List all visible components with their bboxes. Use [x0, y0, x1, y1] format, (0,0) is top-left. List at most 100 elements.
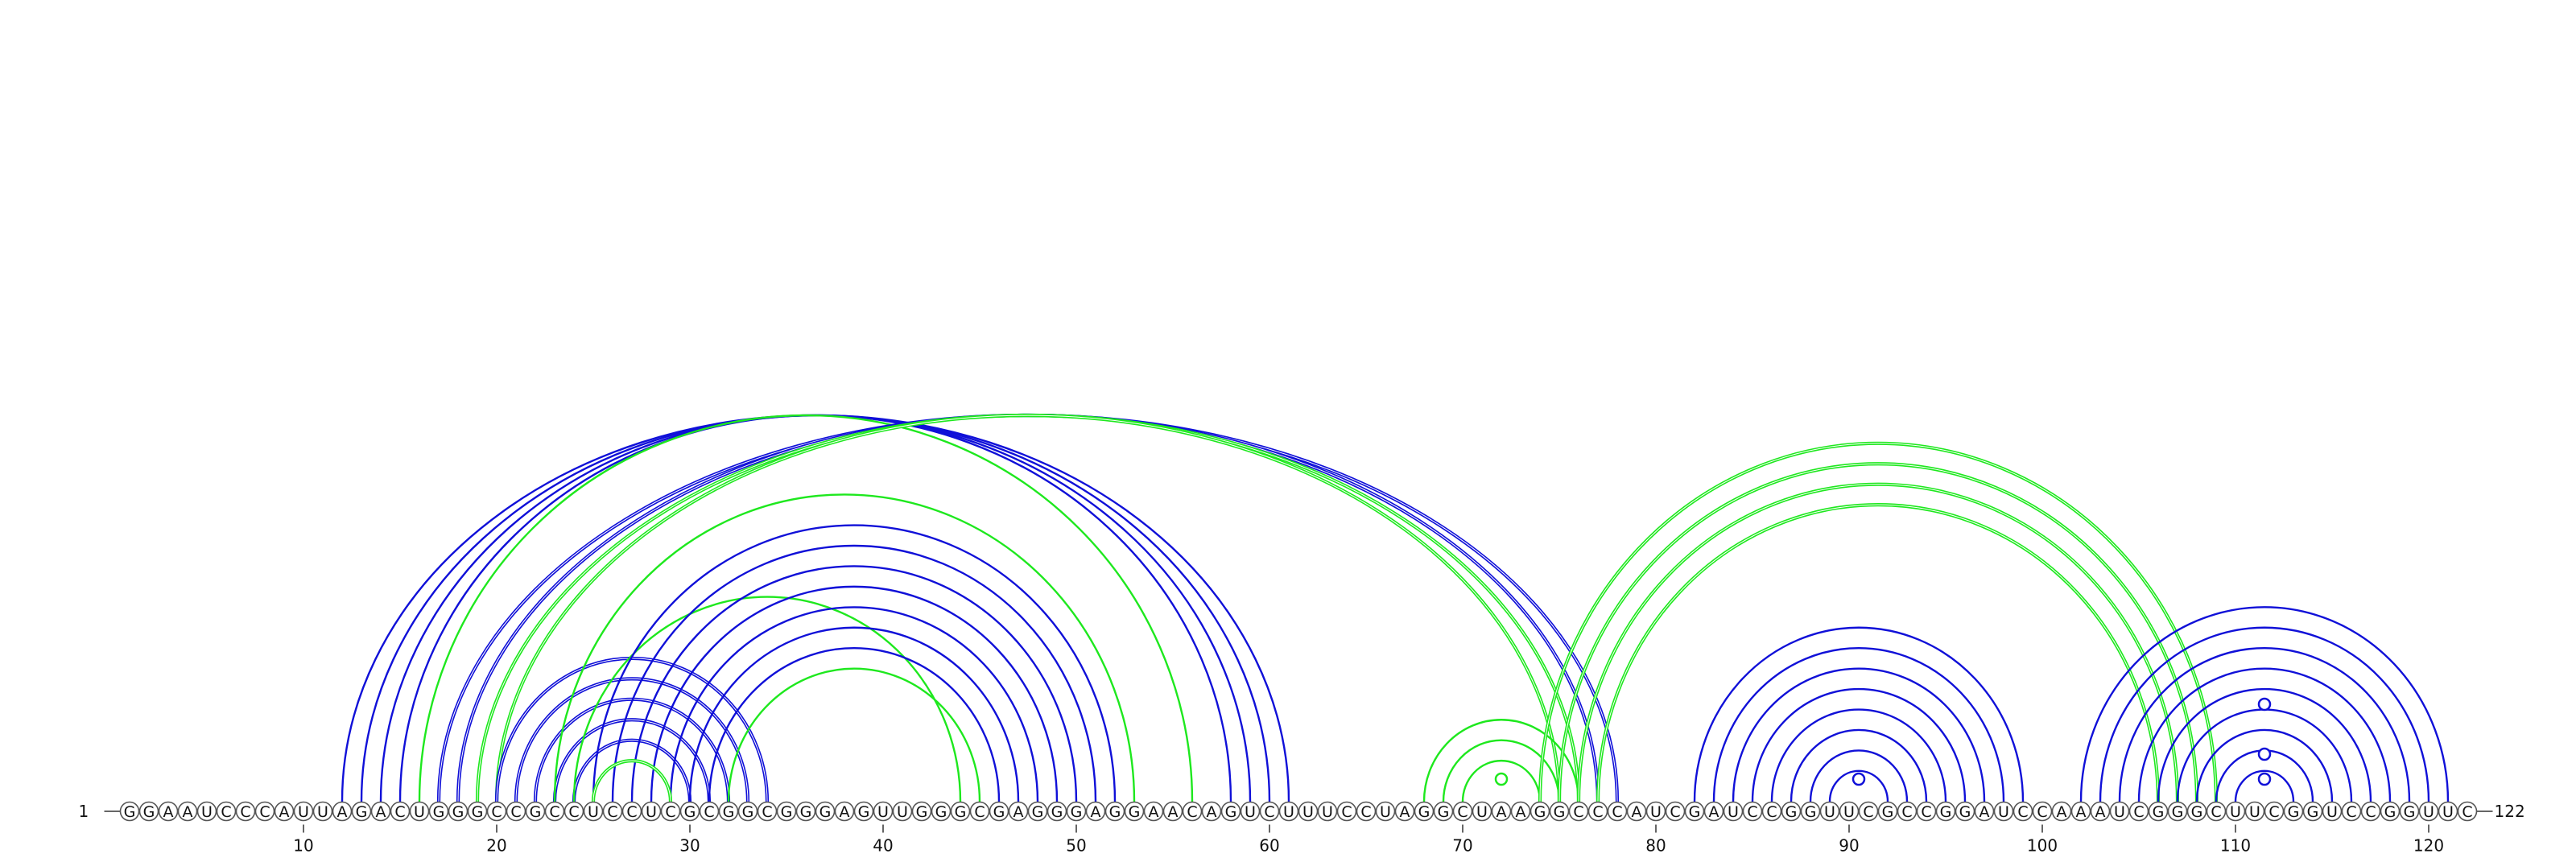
- pair-arc-inner-25-29: [592, 760, 671, 802]
- pair-arc-68-76: [1422, 719, 1580, 802]
- nucleotide-circle: [1742, 801, 1763, 822]
- nucleotide-circle: [776, 801, 797, 822]
- nucleotide-circle: [2244, 801, 2265, 822]
- pair-arc-87-94: [1790, 728, 1928, 802]
- pair-arc-13-60: [360, 414, 1271, 802]
- nucleotide-letter: C: [510, 803, 521, 821]
- nucleotide-letter: G: [1032, 803, 1044, 821]
- nucleotide-letter: G: [1805, 803, 1817, 821]
- nucleotide-letter: G: [452, 803, 464, 821]
- nucleotide-circle: [2186, 801, 2207, 822]
- nucleotide-circle: [2457, 801, 2478, 822]
- pair-arc-27-50: [630, 565, 1078, 802]
- tick-label-90: 90: [1839, 836, 1859, 856]
- nucleotide-letter: C: [1863, 803, 1873, 821]
- nucleotide-letter: A: [2095, 803, 2106, 821]
- nucleotide-letter: C: [1921, 803, 1931, 821]
- nucleotide-letter: U: [877, 803, 889, 821]
- nucleotide-letter: A: [1496, 803, 1507, 821]
- nucleotide-circle: [1336, 801, 1357, 822]
- nucleotide-letter: U: [1650, 803, 1662, 821]
- nucleotide-letter: A: [1400, 803, 1410, 821]
- nucleotide-letter: C: [259, 803, 270, 821]
- nucleotide-letter: C: [1457, 803, 1468, 821]
- tick-label-40: 40: [873, 836, 893, 856]
- nucleotide-letter: U: [1302, 803, 1314, 821]
- nucleotide-letter: A: [279, 803, 290, 821]
- pair-arc-74-109: [1538, 441, 2219, 802]
- pair-arc-26-51: [611, 544, 1097, 802]
- nucleotide-circle: [795, 801, 816, 822]
- nucleotide-circle: [2283, 801, 2304, 822]
- nucleotide-letter: G: [1689, 803, 1701, 821]
- nucleotide-letter: G: [472, 803, 484, 821]
- nucleotide-letter: G: [1109, 803, 1121, 821]
- nucleotide-letter: G: [1785, 803, 1798, 821]
- nucleotide-letter: G: [2191, 803, 2203, 821]
- pair-arc-89-92: [1828, 769, 1889, 802]
- nucleotide-circle: [892, 801, 913, 822]
- nucleotide-circle: [1510, 801, 1531, 822]
- nucleotide-circle: [1414, 801, 1435, 822]
- nucleotide-letter: A: [1516, 803, 1526, 821]
- nucleotide-letter: A: [376, 803, 386, 821]
- nucleotide-letter: C: [704, 803, 714, 821]
- nucleotide-letter: C: [1766, 803, 1777, 821]
- nucleotide-circle: [2148, 801, 2169, 822]
- nucleotide-circle: [1530, 801, 1550, 822]
- nucleotide-circle: [1723, 801, 1744, 822]
- nucleotide-letter: U: [1283, 803, 1294, 821]
- nucleotide-letter: C: [1592, 803, 1603, 821]
- nucleotide-letter: G: [1051, 803, 1063, 821]
- nucleotide-circle: [621, 801, 642, 822]
- nucleotide-circle: [1684, 801, 1705, 822]
- nucleotide-circle: [370, 801, 391, 822]
- nucleotide-circle: [2051, 801, 2072, 822]
- nucleotide-letter: C: [491, 803, 502, 821]
- nucleotide-letter: U: [2114, 803, 2125, 821]
- nucleotide-circle: [641, 801, 662, 822]
- nucleotide-letter: U: [1843, 803, 1855, 821]
- pair-arc-77-106: [1596, 503, 2161, 802]
- nucleotide-circle: [196, 801, 217, 822]
- nucleotide-letter: G: [530, 803, 542, 821]
- tick-label-30: 30: [679, 836, 700, 856]
- nucleotide-letter: C: [2462, 803, 2472, 821]
- nucleotide-circle: [332, 801, 353, 822]
- nucleotide-circle: [602, 801, 623, 822]
- nucleotide-letter: G: [1959, 803, 1971, 821]
- pair-arc-inner-20-75: [496, 415, 1560, 802]
- nucleotide-letter: G: [143, 803, 155, 821]
- nucleotide-circle: [409, 801, 430, 822]
- tick-label-20: 20: [486, 836, 506, 856]
- nucleotide-letter: C: [394, 803, 405, 821]
- nucleotide-circle: [544, 801, 565, 822]
- nucleotide-letter: U: [588, 803, 599, 821]
- nucleotide-letter: G: [955, 803, 967, 821]
- nucleotide-letter: G: [1418, 803, 1430, 821]
- nucleotide-circle: [312, 801, 333, 822]
- nucleotide-circle: [235, 801, 256, 822]
- nucleotide-letter: A: [163, 803, 174, 821]
- nucleotide-letter: U: [2442, 803, 2454, 821]
- nucleotide-letter: U: [298, 803, 309, 821]
- nucleotide-circle: [2070, 801, 2091, 822]
- nucleotide-letter: C: [1901, 803, 1912, 821]
- nucleotide-letter: G: [742, 803, 754, 821]
- pair-arc-inner-24-30: [573, 740, 691, 802]
- pair-arc-70-74: [1461, 760, 1542, 802]
- pair-arc-69-75: [1442, 739, 1561, 802]
- nucleotide-circle: [1220, 801, 1241, 822]
- pair-arc-103-120: [2099, 626, 2430, 802]
- pair-arc-20-75: [494, 413, 1562, 802]
- nucleotide-letter: A: [337, 803, 348, 821]
- nucleotide-circle: [1317, 801, 1338, 822]
- nucleotide-circle: [1472, 801, 1492, 822]
- nucleotide-letter: G: [1940, 803, 1952, 821]
- nucleotide-letter: C: [2365, 803, 2376, 821]
- nucleotide-letter: C: [568, 803, 579, 821]
- nucleotide-circle: [1974, 801, 1995, 822]
- nucleotide-circle: [2206, 801, 2227, 822]
